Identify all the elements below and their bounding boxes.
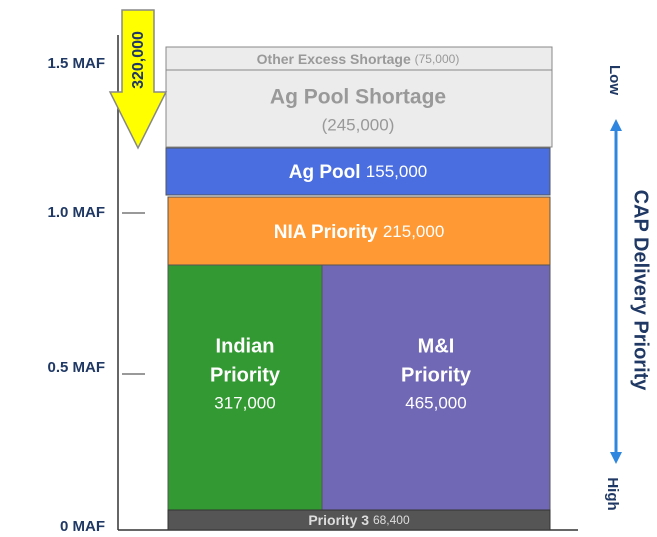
priority-title: CAP Delivery Priority [630,190,652,392]
block-value: 317,000 [214,393,275,412]
block-label: Ag Pool 155,000 [289,162,428,183]
block-label: Other Excess Shortage (75,000) [257,51,460,67]
block-label: Priority [210,364,281,386]
axis-label: 1.0 MAF [47,204,105,221]
block-label: Priority [401,364,472,386]
shortage-arrow [108,9,168,150]
block [321,264,551,511]
priority-high: High [604,477,621,510]
block-label: Indian [216,335,275,357]
block [167,196,551,266]
block-value: (245,000) [322,115,395,134]
block [167,264,323,511]
block-label: M&I [418,335,455,357]
block [165,147,551,196]
block-label: Priority 3 68,400 [308,512,410,528]
block-value: 465,000 [405,393,466,412]
block [165,69,553,148]
axis-label: 1.5 MAF [47,55,105,72]
block-label: NIA Priority 215,000 [274,222,445,243]
priority-low: Low [606,65,623,95]
axis-label: 0 MAF [60,518,105,535]
block [167,509,551,531]
arrow-label: 320,000 [130,31,147,89]
axis-label: 0.5 MAF [47,359,105,376]
block-label: Ag Pool Shortage [270,86,446,109]
